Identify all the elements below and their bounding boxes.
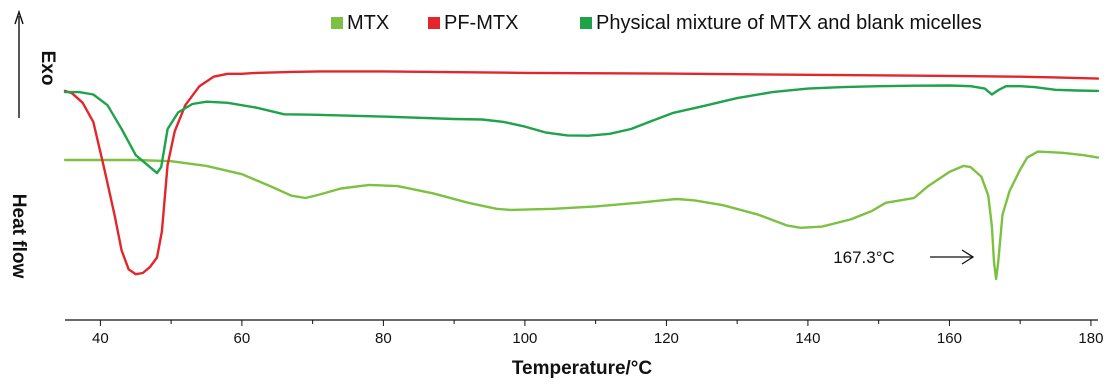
- x-tick-label: 80: [375, 330, 392, 347]
- x-tick-label: 40: [92, 330, 109, 347]
- annotation-arrow-head-icon: [961, 249, 975, 265]
- annotation-group: 167.3°C: [833, 248, 975, 267]
- series-line-2: [63, 84, 1100, 175]
- legend-swatch: [580, 17, 592, 29]
- exo-arrow-head-icon: [14, 9, 24, 25]
- x-tick-label: 60: [234, 330, 251, 347]
- x-tick-label: 180: [1078, 330, 1103, 347]
- legend-swatch: [331, 17, 343, 29]
- legend-swatch: [428, 17, 440, 29]
- annotation-label: 167.3°C: [833, 248, 895, 267]
- x-axis: 40 60 80 100 120 140 160 180: [65, 319, 1103, 347]
- exo-label: Exo: [37, 51, 58, 86]
- x-tick-label: 100: [512, 330, 537, 347]
- series-line-1: [63, 70, 1100, 276]
- legend-label: MTX: [347, 12, 389, 34]
- legend-label: PF-MTX: [444, 12, 518, 34]
- x-tick-label: 160: [937, 330, 962, 347]
- legend: MTX PF-MTX Physical mixture of MTX and bla…: [331, 12, 982, 34]
- y-axis-title-group: Exo Heat flow: [8, 9, 58, 279]
- legend-label: Physical mixture of MTX and blank micell…: [596, 12, 982, 34]
- x-tick-label: 140: [795, 330, 820, 347]
- plot-lines: [63, 70, 1100, 281]
- x-axis-title: Temperature/°C: [512, 358, 653, 379]
- x-tick-label: 120: [654, 330, 679, 347]
- series-line-0: [63, 150, 1100, 281]
- y-axis-title: Heat flow: [8, 194, 29, 279]
